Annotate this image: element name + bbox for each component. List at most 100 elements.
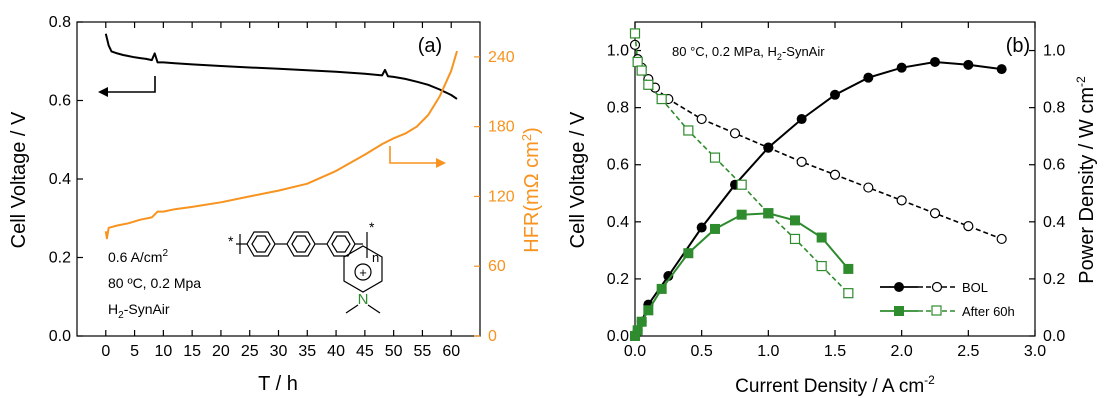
bol-voltage-point <box>696 113 707 125</box>
panel-a-y-right-label-main: HFR(mΩ cm <box>521 141 543 253</box>
x-tick-label: 0 <box>101 343 110 360</box>
y-left-tick-label: 0.0 <box>49 328 71 345</box>
panel-a-y-right-label-sup: 2 <box>519 134 534 141</box>
n-methyl-right <box>367 304 381 314</box>
panel-a-cond3-rest: -SynAir <box>124 301 170 317</box>
x-tick-label: 2.0 <box>891 343 913 360</box>
after-60h-voltage-point <box>643 79 654 90</box>
x-tick-label: 50 <box>385 343 403 360</box>
y-right-tick-label: 240 <box>488 49 515 66</box>
y-right-tick-label: 0 <box>488 328 497 345</box>
after-60h-power-point <box>632 325 643 336</box>
legend-after-open-marker <box>931 305 942 316</box>
after-60h-power-point <box>816 232 827 243</box>
panel-b-title: 80 °C, 0.2 MPa, H2-SynAir <box>672 44 825 62</box>
after-60h-power-point <box>843 263 854 274</box>
y-right-tick-label: 0.0 <box>1043 328 1065 345</box>
bol-power-point <box>963 59 974 70</box>
y-right-tick-label: 60 <box>488 258 506 275</box>
benzene-ring-2-inner <box>291 235 311 253</box>
after-60h-power-point <box>790 215 800 226</box>
panel-a-cond1-sup: 2 <box>162 248 168 259</box>
x-tick-label: 10 <box>154 343 172 360</box>
bol-voltage-point <box>629 39 641 50</box>
panel-a-cond3-main: H <box>108 301 118 317</box>
after-60h-power-point <box>683 248 694 259</box>
y-left-tick-label: 0.2 <box>607 271 629 288</box>
panel-b-y-ticks-left: 0.0 0.2 0.4 0.6 0.8 1.0 <box>607 43 641 345</box>
panel-b-y-ticks-right: 0.0 0.2 0.4 0.6 0.8 1.0 <box>1029 43 1065 345</box>
after-60h-power-point <box>710 223 720 234</box>
n-methyl-left <box>345 304 359 314</box>
panel-a-label: (a) <box>418 35 442 57</box>
x-tick-label: 25 <box>241 343 259 360</box>
bol-voltage-point <box>829 169 841 180</box>
x-tick-label: 15 <box>183 343 201 360</box>
panel-a-y-right-label-close: ) <box>521 127 543 134</box>
panel-a-x-ticks: 0 5 10 15 20 25 30 35 40 45 50 55 60 <box>101 22 460 360</box>
panel-a-y-axis-label-right: HFR(mΩ cm2) <box>519 127 543 253</box>
cation-plus: + <box>359 265 367 280</box>
legend-bol-label: BOL <box>962 280 988 295</box>
bol-power-point <box>830 89 840 100</box>
panel-b-x-axis-label: Current Density / A cm-2 <box>735 373 935 397</box>
y-right-tick-label: 1.0 <box>1043 43 1065 60</box>
y-right-tick-label: 0.4 <box>1043 214 1065 231</box>
y-right-tick-label: 0.2 <box>1043 271 1065 288</box>
x-tick-label: 40 <box>327 343 345 360</box>
structure-star-left: * <box>228 233 234 249</box>
benzene-ring-1-inner <box>251 235 271 253</box>
voltage-axis-arrowhead <box>98 87 108 97</box>
y-left-tick-label: 0.4 <box>49 171 71 188</box>
bol-voltage-point <box>729 128 741 139</box>
panel-a-cond1-main: 0.6 A/cm <box>108 249 162 265</box>
panel-b-x-ticks: 0.0 0.5 1.0 1.5 2.0 2.5 3.0 <box>624 22 1046 360</box>
after-60h-voltage-point <box>683 125 694 136</box>
panel-b-y-axis-label-right: Power Density / W cm-2 <box>1074 76 1098 284</box>
y-right-tick-label: 120 <box>488 188 515 205</box>
panel-a-condition-current: 0.6 A/cm2 <box>108 248 168 265</box>
x-tick-label: 3.0 <box>1024 343 1046 360</box>
y-left-tick-label: 0.8 <box>607 100 629 117</box>
hfr-axis-arrow <box>389 146 442 164</box>
x-tick-label: 60 <box>442 343 460 360</box>
after-60h-voltage-point <box>816 260 827 272</box>
x-tick-label: 1.5 <box>824 343 846 360</box>
after-60h-voltage-line <box>634 33 849 294</box>
after-60h-voltage-point <box>736 179 747 190</box>
after-60h-voltage-point <box>629 28 641 39</box>
y-right-tick-label: 180 <box>488 119 515 136</box>
panel-b-label: (b) <box>1006 35 1030 57</box>
panel-a-series <box>104 33 458 240</box>
voltage-axis-arrow <box>100 76 156 93</box>
legend-after-label: After 60h <box>962 304 1015 319</box>
panel-b-series <box>629 28 1007 341</box>
piperidinium-ring <box>343 245 383 293</box>
panel-b-legend: BOL After 60h <box>880 280 1015 319</box>
after-60h-power-point <box>656 283 667 294</box>
x-tick-label: 55 <box>414 343 432 360</box>
benzene-ring-3-inner <box>331 235 351 253</box>
structure-n-subscript: n <box>372 250 379 265</box>
polymer-structure: * * n + N <box>228 219 383 314</box>
legend-bol-filled-marker <box>894 282 904 292</box>
panel-b-chart: 0.0 0.5 1.0 1.5 2.0 2.5 3.0 0.0 0.2 0.4 0.6 0.8 1.0… <box>567 21 1098 397</box>
x-tick-label: 20 <box>212 343 230 360</box>
bol-voltage-point <box>929 208 941 219</box>
bol-power-point <box>763 142 774 153</box>
bol-voltage-line <box>634 44 1002 240</box>
x-tick-label: 45 <box>356 343 374 360</box>
bol-power-point <box>796 114 807 125</box>
bol-power-point <box>663 271 674 282</box>
bol-voltage-point <box>796 156 807 167</box>
after-60h-power-point <box>643 305 654 316</box>
bol-power-point <box>896 62 907 73</box>
after-60h-power-point <box>630 331 640 341</box>
after-60h-voltage-point <box>789 233 801 245</box>
nitrogen-atom: N <box>358 291 369 308</box>
structure-star-right: * <box>369 219 375 235</box>
y-left-tick-label: 1.0 <box>607 43 629 60</box>
after-60h-voltage-point <box>656 93 667 105</box>
panel-b-xlabel-main: Current Density / A cm <box>735 376 924 397</box>
